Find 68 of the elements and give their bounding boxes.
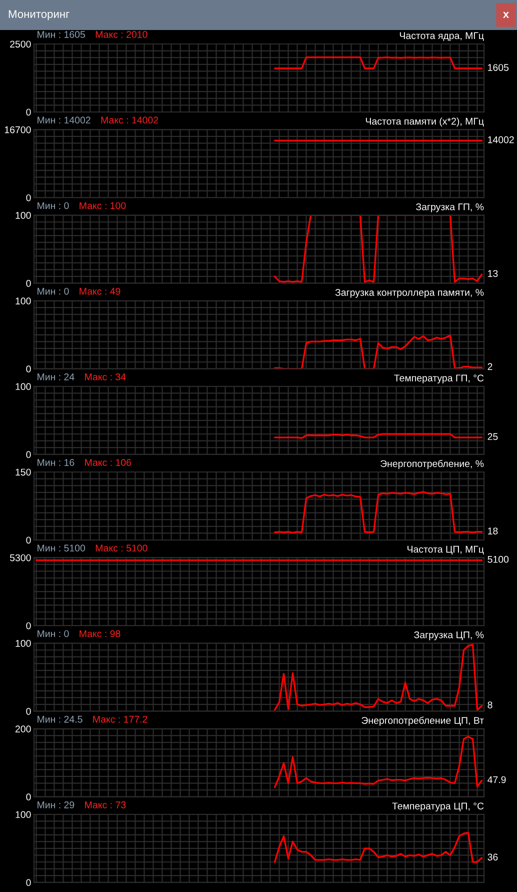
- line-series: [274, 334, 483, 369]
- y-tick-label: 0: [26, 536, 31, 544]
- chart-title: Загрузка ЦП, %: [414, 631, 484, 640]
- line-series: [274, 832, 483, 863]
- y-tick-label: 0: [26, 451, 31, 458]
- y-tick-label: 100: [16, 212, 31, 219]
- chart-title: Энергопотребление, %: [380, 460, 484, 469]
- y-tick-label: 5300: [10, 554, 31, 562]
- chart-title: Температура ГП, °C: [394, 374, 484, 384]
- text: Макс : 177.2: [93, 716, 148, 723]
- y-tick-label: 0: [26, 708, 31, 715]
- y-tick-label: 0: [26, 622, 31, 630]
- text: Макс : 34: [85, 373, 126, 380]
- text: Макс : 98: [80, 630, 120, 638]
- y-tick-label: 0: [26, 366, 31, 372]
- y-tick-label: 0: [26, 194, 31, 202]
- text: Мин : 16: [38, 459, 74, 466]
- y-tick-label: 100: [16, 298, 31, 304]
- data-label: 14002: [488, 136, 514, 144]
- chart-title: Температура ЦП, °C: [392, 802, 484, 812]
- text: Макс : 5100: [96, 544, 148, 552]
- text: Мин : 24.5: [38, 716, 82, 723]
- text: Макс : 2010: [96, 31, 148, 38]
- y-tick-label: 200: [15, 726, 31, 732]
- text: Макс : 100: [80, 202, 126, 210]
- data-label: 8: [488, 701, 492, 708]
- data-label: 47.9: [488, 776, 506, 784]
- data-label: 5100: [488, 556, 509, 563]
- chart-title: Частота ЦП, МГц: [408, 546, 484, 555]
- text: Мин : 29: [38, 801, 74, 808]
- y-tick-label: 0: [26, 108, 31, 116]
- y-tick-label: 150: [16, 468, 31, 476]
- y-tick-label: 0: [26, 879, 31, 886]
- text: Мин : 0: [38, 288, 69, 295]
- line-series: [274, 644, 483, 711]
- data-label: 13: [488, 270, 498, 277]
- chart-title: Энергопотребление ЦП, Вт: [362, 716, 484, 726]
- chart-title: Частота памяти (x*2), МГц: [366, 118, 484, 127]
- chart-title: Загрузка контроллера памяти, %: [335, 289, 484, 298]
- text: Мин : 5100: [38, 544, 86, 552]
- text: Макс : 73: [85, 801, 126, 808]
- y-tick-label: 2500: [10, 40, 31, 48]
- data-label: 36: [488, 854, 498, 861]
- data-label: 25: [488, 433, 498, 440]
- line-series: [274, 736, 483, 788]
- data-label: 18: [488, 528, 498, 534]
- text: Мониторинг: [8, 10, 70, 20]
- text: Мин : 14002: [38, 116, 90, 124]
- y-tick-label: 0: [26, 794, 31, 800]
- chart-title: Частота ядра, МГц: [400, 32, 484, 41]
- chart-title: Загрузка ГП, %: [416, 203, 484, 212]
- y-tick-label: 0: [26, 280, 31, 287]
- text: Мин : 0: [38, 202, 69, 210]
- y-tick-label: 100: [16, 383, 31, 390]
- text: Мин : 1605: [38, 31, 85, 38]
- data-label: 1605: [488, 64, 509, 71]
- text: Мин : 24: [38, 373, 74, 380]
- line-series: [274, 491, 483, 534]
- text: Макс : 14002: [101, 116, 158, 124]
- text: Макс : 49: [80, 288, 120, 295]
- text: x: [502, 12, 510, 18]
- y-tick-label: 16700: [4, 126, 31, 134]
- y-tick-label: 100: [16, 640, 31, 647]
- text: Мин : 0: [38, 630, 69, 638]
- line-series: [274, 56, 483, 70]
- y-tick-label: 100: [16, 811, 31, 818]
- text: Макс : 106: [85, 459, 132, 466]
- data-label: 2: [488, 363, 492, 370]
